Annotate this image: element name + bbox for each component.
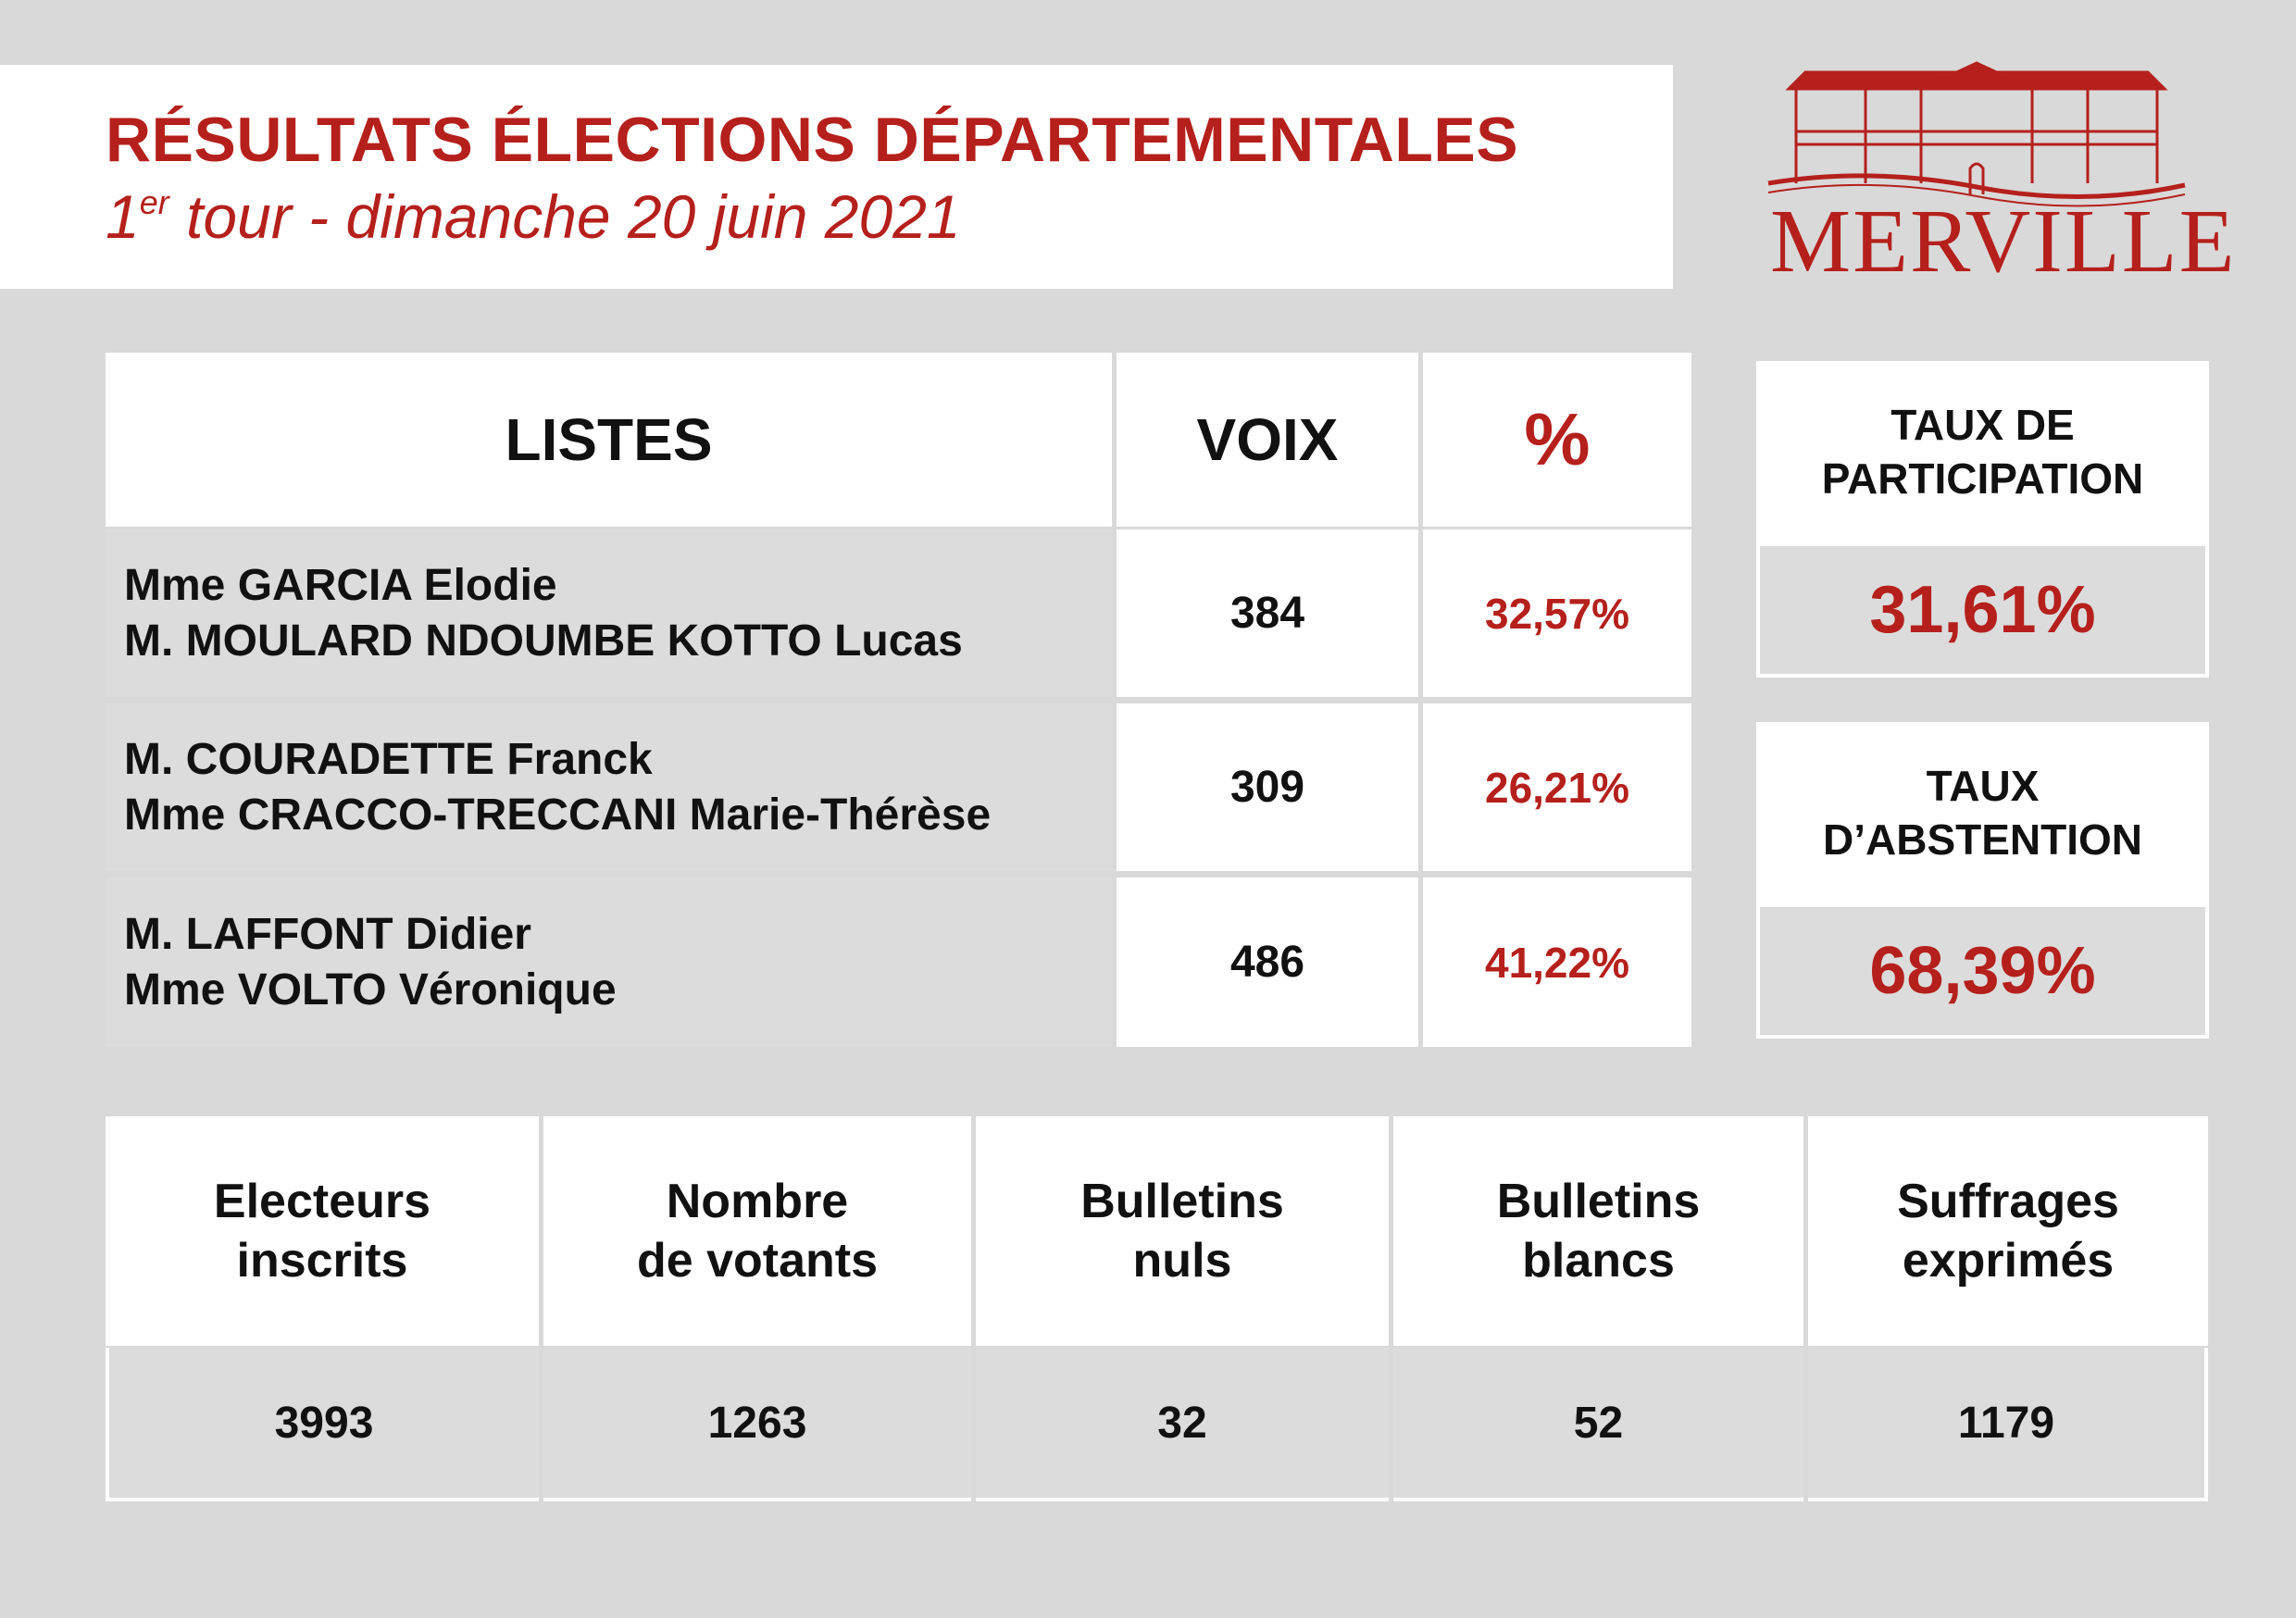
- votes-value: 384: [1229, 589, 1305, 638]
- stat-value-blank-ballots: 52: [1393, 1348, 1803, 1501]
- town-hall-icon: [1767, 61, 2186, 207]
- table-row-2-percent: 26,21%: [1423, 703, 1691, 871]
- stat-label: Electeurs: [213, 1175, 431, 1228]
- abstention-value: 68,39%: [1756, 903, 2209, 1039]
- stat-value-voters: 1263: [543, 1348, 971, 1501]
- participation-title: TAUX DE PARTICIPATION: [1756, 361, 2209, 542]
- stat-label: Bulletins: [1496, 1175, 1701, 1228]
- table-row-3-lists: M. LAFFONT Didier Mme VOLTO Véronique: [106, 877, 1112, 1047]
- stat-header-blank-ballots: Bulletins blancs: [1393, 1116, 1803, 1346]
- candidate-name: M. LAFFONT Didier: [124, 909, 531, 959]
- stat-value: 3993: [274, 1398, 374, 1448]
- candidate-name: Mme VOLTO Véronique: [124, 965, 617, 1014]
- stat-label: de votants: [636, 1234, 879, 1288]
- candidate-name: M. MOULARD NDOUMBE KOTTO Lucas: [124, 616, 963, 666]
- abstention-title: TAUX D’ABSTENTION: [1756, 722, 2209, 903]
- table-row-1-lists: Mme GARCIA Elodie M. MOULARD NDOUMBE KOT…: [106, 529, 1112, 697]
- header-banner: [0, 65, 1673, 289]
- stat-value-registered: 3993: [106, 1348, 539, 1501]
- stat-label: exprimés: [1902, 1234, 2115, 1288]
- participation-rate: 31,61%: [1869, 573, 2096, 647]
- page-title: RÉSULTATS ÉLECTIONS DÉPARTEMENTALES: [106, 105, 1519, 175]
- stat-header-voters: Nombre de votants: [543, 1116, 971, 1346]
- stat-label: Nombre: [666, 1175, 849, 1228]
- logo-text: MERVILLE: [1770, 192, 2237, 292]
- stat-header-null-ballots: Bulletins nuls: [976, 1116, 1389, 1346]
- table-row-2-votes: 309: [1117, 703, 1418, 871]
- col-header-percent: %: [1423, 353, 1691, 527]
- stat-header-expressed-votes: Suffrages exprimés: [1808, 1116, 2208, 1346]
- votes-value: 486: [1229, 938, 1305, 987]
- stat-value: 1263: [707, 1398, 807, 1448]
- stat-header-registered: Electeurs inscrits: [106, 1116, 539, 1346]
- candidate-name: M. COURADETTE Franck: [124, 734, 653, 784]
- subtitle-ordinal: 1: [106, 182, 140, 251]
- stat-label: nuls: [1132, 1234, 1232, 1288]
- subtitle-date: tour - dimanche 20 juin 2021: [168, 182, 961, 251]
- abstention-rate: 68,39%: [1869, 934, 2096, 1008]
- col-header-votes-label: VOIX: [1196, 406, 1339, 473]
- stat-value-null-ballots: 32: [976, 1348, 1389, 1501]
- col-header-lists-label: LISTES: [505, 406, 713, 473]
- stat-value: 52: [1573, 1398, 1624, 1448]
- table-row-1-votes: 384: [1117, 529, 1418, 697]
- page-subtitle: 1er tour - dimanche 20 juin 2021: [106, 181, 961, 252]
- candidate-name: Mme GARCIA Elodie: [124, 560, 557, 610]
- table-row-3-percent: 41,22%: [1423, 877, 1691, 1047]
- stat-label: inscrits: [236, 1234, 408, 1288]
- participation-value: 31,61%: [1756, 542, 2209, 678]
- table-row-1-percent: 32,57%: [1423, 529, 1691, 697]
- stat-label: Bulletins: [1080, 1175, 1284, 1228]
- subtitle-suffix: er: [139, 183, 169, 221]
- percent-value: 26,21%: [1484, 763, 1629, 812]
- stat-label: blancs: [1522, 1234, 1675, 1288]
- abstention-title-line2: D’ABSTENTION: [1823, 815, 2142, 864]
- stat-value: 32: [1157, 1398, 1207, 1448]
- participation-title-line2: PARTICIPATION: [1821, 454, 2144, 503]
- votes-value: 309: [1229, 763, 1305, 812]
- abstention-title-line1: TAUX: [1926, 762, 2040, 810]
- table-row-2-lists: M. COURADETTE Franck Mme CRACCO-TRECCANI…: [106, 703, 1112, 871]
- stat-value-expressed-votes: 1179: [1808, 1348, 2208, 1501]
- participation-title-line1: TAUX DE: [1890, 401, 2075, 449]
- table-row-3-votes: 486: [1117, 877, 1418, 1047]
- candidate-name: Mme CRACCO-TRECCANI Marie-Thérèse: [124, 790, 992, 840]
- percent-value: 32,57%: [1484, 589, 1629, 638]
- percent-value: 41,22%: [1484, 938, 1629, 987]
- stat-label: Suffrages: [1897, 1175, 2119, 1228]
- col-header-percent-label: %: [1524, 398, 1591, 480]
- stat-value: 1179: [1957, 1398, 2055, 1448]
- col-header-lists: LISTES: [106, 353, 1112, 527]
- col-header-votes: VOIX: [1117, 353, 1418, 527]
